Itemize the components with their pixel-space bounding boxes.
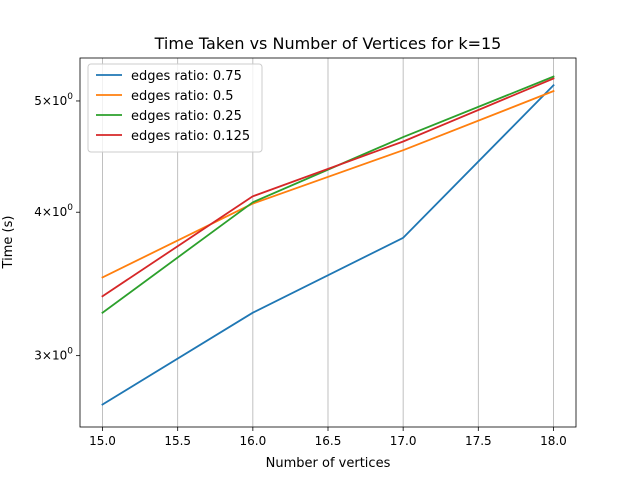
- x-axis-ticks: 15.0 15.5 16.0 16.5 17.0 17.5 18.0: [89, 427, 567, 448]
- x-tick-label: 15.5: [164, 434, 191, 448]
- series-line-3: [101, 77, 555, 298]
- series-layer: [101, 75, 555, 406]
- x-tick-label: 16.5: [315, 434, 342, 448]
- legend-label: edges ratio: 0.5: [131, 89, 234, 104]
- x-tick-label: 17.0: [390, 434, 417, 448]
- legend-label: edges ratio: 0.75: [131, 69, 242, 84]
- legend: edges ratio: 0.75 edges ratio: 0.5 edges r…: [87, 63, 263, 153]
- x-axis-label: Number of vertices: [266, 456, 391, 471]
- legend-label: edges ratio: 0.25: [131, 109, 242, 124]
- y-axis-label: Time (s): [1, 216, 16, 270]
- x-tick-label: 17.5: [465, 434, 492, 448]
- y-axis-ticks: 3×100 4×100 5×100: [34, 92, 80, 363]
- y-tick-label: 4×100: [34, 203, 73, 219]
- legend-box: [87, 63, 263, 153]
- series-line-0: [101, 84, 555, 406]
- chart-title: Time Taken vs Number of Vertices for k=1…: [154, 34, 502, 53]
- series-line-1: [101, 89, 555, 279]
- x-tick-label: 16.0: [239, 434, 266, 448]
- y-tick-label: 5×100: [34, 92, 73, 108]
- x-tick-label: 18.0: [540, 434, 567, 448]
- x-tick-label: 15.0: [89, 434, 116, 448]
- legend-label: edges ratio: 0.125: [131, 129, 250, 144]
- y-tick-label: 3×100: [34, 347, 73, 363]
